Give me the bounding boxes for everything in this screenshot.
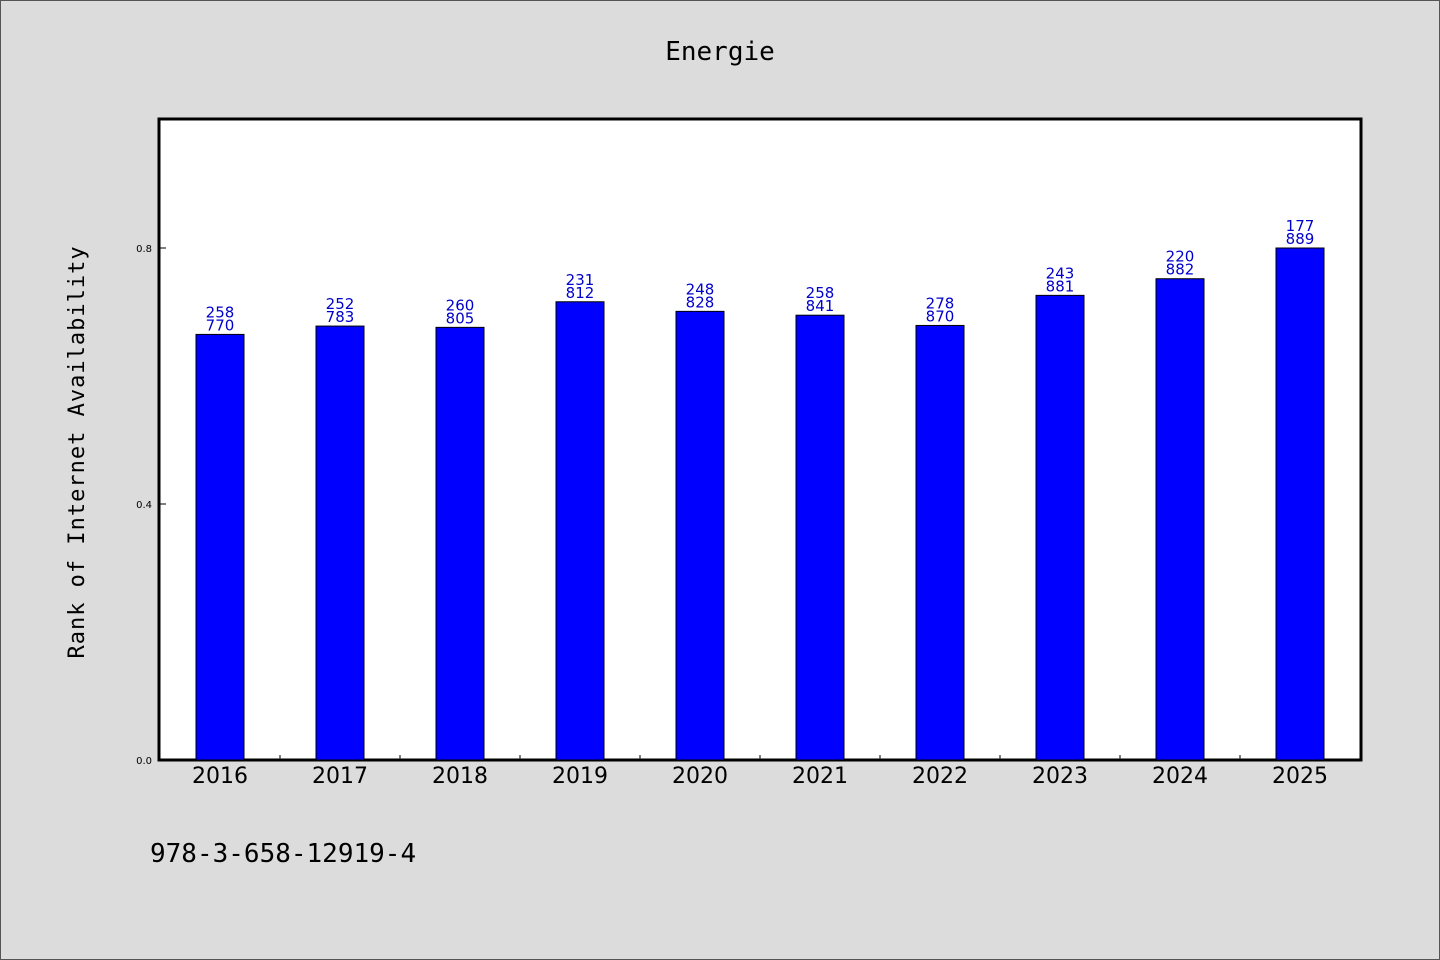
bar-2017 bbox=[315, 325, 365, 761]
data-label-bottom-2020: 828 bbox=[686, 293, 715, 311]
y-tick-label-0.8: 0.8 bbox=[136, 244, 152, 255]
bar-2021 bbox=[795, 314, 845, 761]
data-label-top-2024: 220 bbox=[1166, 248, 1195, 266]
bar-2016 bbox=[195, 333, 245, 761]
x-tick-label-2019: 2019 bbox=[552, 764, 608, 789]
x-tick-label-2024: 2024 bbox=[1152, 764, 1208, 789]
x-tick-label-2023: 2023 bbox=[1032, 764, 1088, 789]
data-label-bottom-2018: 805 bbox=[446, 309, 475, 327]
bar-2020 bbox=[675, 310, 725, 761]
bar-2025 bbox=[1275, 247, 1325, 761]
x-tick-label-2022: 2022 bbox=[912, 764, 968, 789]
bar-2023 bbox=[1035, 294, 1085, 761]
data-label-top-2018: 260 bbox=[446, 296, 475, 314]
data-label-bottom-2025: 889 bbox=[1286, 230, 1315, 248]
footer-isbn: 978-3-658-12919-4 bbox=[150, 839, 416, 869]
data-label-bottom-2016: 770 bbox=[206, 316, 235, 334]
x-tick-label-2018: 2018 bbox=[432, 764, 488, 789]
data-label-bottom-2024: 882 bbox=[1166, 261, 1195, 279]
data-label-top-2017: 252 bbox=[326, 295, 355, 313]
bar-2024 bbox=[1155, 278, 1205, 761]
y-tick-label-0.4: 0.4 bbox=[136, 500, 152, 511]
data-label-top-2023: 243 bbox=[1046, 264, 1075, 282]
data-label-top-2016: 258 bbox=[206, 303, 235, 321]
data-label-bottom-2022: 870 bbox=[926, 307, 955, 325]
x-tick-label-2020: 2020 bbox=[672, 764, 728, 789]
data-label-top-2022: 278 bbox=[926, 294, 955, 312]
data-label-bottom-2017: 783 bbox=[326, 308, 355, 326]
y-axis-label: Rank of Internet Availability bbox=[65, 245, 90, 658]
data-label-bottom-2019: 812 bbox=[566, 284, 595, 302]
data-label-bottom-2021: 841 bbox=[806, 297, 835, 315]
y-tick-label-0.0: 0.0 bbox=[136, 756, 152, 767]
x-tick-label-2017: 2017 bbox=[312, 764, 368, 789]
x-tick-label-2016: 2016 bbox=[192, 764, 248, 789]
x-tick-label-2021: 2021 bbox=[792, 764, 848, 789]
x-tick-label-2025: 2025 bbox=[1272, 764, 1328, 789]
bar-2022 bbox=[915, 324, 965, 761]
bar-2019 bbox=[555, 301, 605, 761]
data-label-top-2025: 177 bbox=[1286, 217, 1315, 235]
axis-ticks: 2016 2017 2018 2019 2020 2021 2022 2023 2024 2025… bbox=[136, 244, 1328, 789]
bar-2018 bbox=[435, 326, 485, 761]
data-label-top-2021: 258 bbox=[806, 284, 835, 302]
chart-title: Energie bbox=[665, 37, 775, 67]
data-label-bottom-2023: 881 bbox=[1046, 277, 1075, 295]
data-label-top-2019: 231 bbox=[566, 271, 595, 289]
data-label-top-2020: 248 bbox=[686, 280, 715, 298]
